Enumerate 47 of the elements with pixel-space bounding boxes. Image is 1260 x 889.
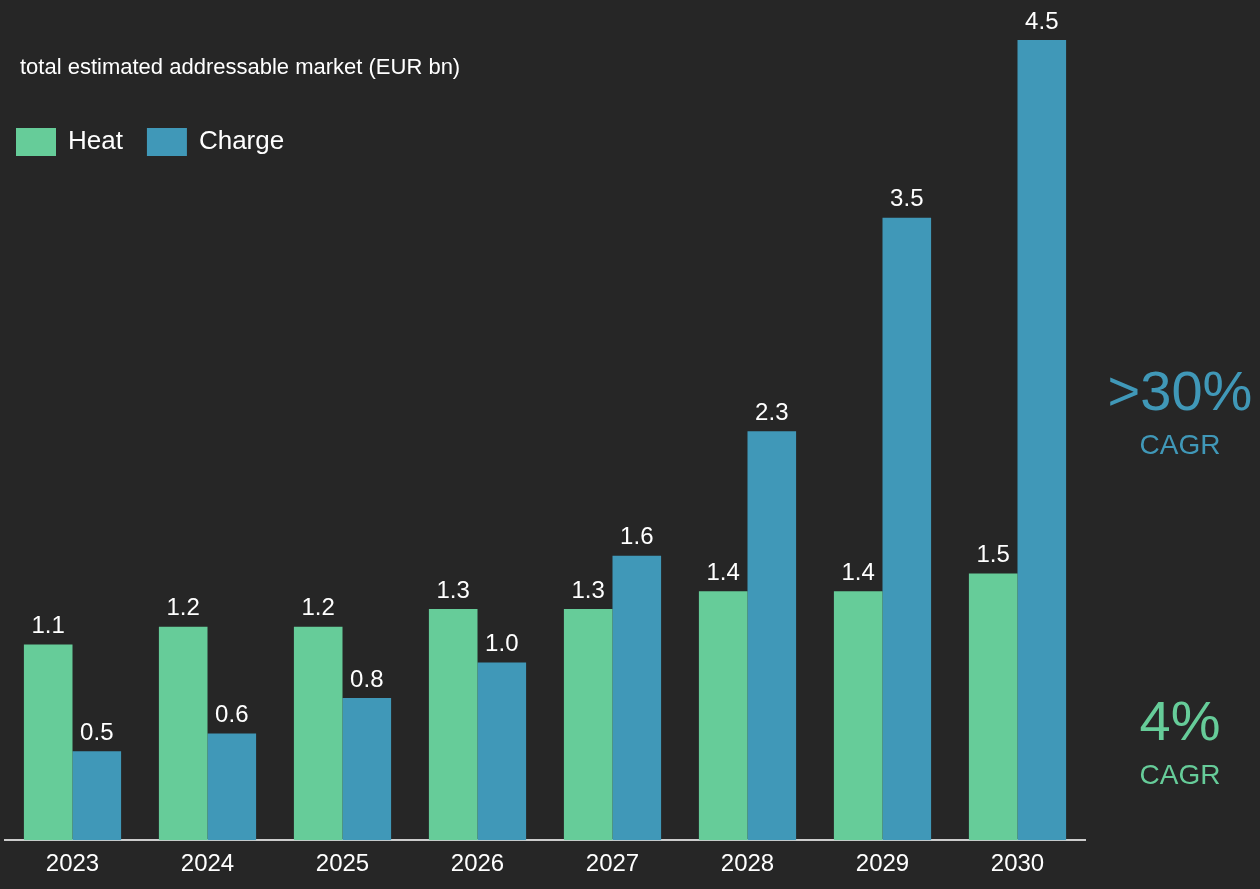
- bar: [1017, 40, 1067, 841]
- text: total estimated addressable market (EUR bn): [20, 54, 461, 79]
- data-label: 1.4: [706, 557, 740, 585]
- x-tick-label: 2029: [855, 849, 910, 877]
- x-tick-label: 2030: [990, 849, 1045, 877]
- bar: [563, 609, 613, 841]
- bar: [293, 626, 343, 841]
- x-tick-label: 2026: [450, 849, 505, 877]
- data-label: 1.2: [301, 593, 335, 621]
- bar: [698, 591, 748, 841]
- bar: [342, 697, 392, 841]
- x-tick-label: 2023: [45, 849, 100, 877]
- text: CAGR: [1139, 759, 1221, 790]
- bar: [23, 644, 73, 841]
- data-label: 0.6: [215, 700, 249, 728]
- x-tick-label: 2024: [180, 849, 235, 877]
- bar: [72, 751, 122, 841]
- bar: [882, 217, 932, 841]
- bar: [207, 733, 257, 841]
- legend-label: Charge: [198, 125, 285, 156]
- data-label: 1.3: [571, 575, 605, 603]
- bar: [477, 662, 527, 841]
- data-label: 4.5: [1025, 6, 1059, 34]
- data-label: 1.6: [620, 522, 654, 550]
- bar: [968, 573, 1018, 841]
- text: 4%: [1139, 689, 1221, 752]
- legend-label: Heat: [68, 125, 124, 156]
- data-label: 0.8: [350, 664, 384, 692]
- data-label: 0.5: [80, 717, 114, 745]
- data-label: 1.0: [485, 629, 519, 656]
- data-label: 1.4: [841, 557, 875, 585]
- data-label: 1.2: [166, 593, 200, 621]
- text: >30%: [1107, 359, 1253, 422]
- data-label: 1.5: [976, 540, 1010, 568]
- data-label: 3.5: [890, 184, 924, 212]
- data-label: 2.3: [755, 397, 789, 425]
- bar: [428, 609, 478, 841]
- bar: [612, 555, 662, 841]
- data-label: 1.3: [436, 575, 470, 603]
- x-tick-label: 2025: [315, 849, 370, 877]
- bar: [158, 626, 208, 841]
- bar: [747, 431, 797, 841]
- bar: [833, 591, 883, 841]
- data-label: 1.1: [31, 611, 65, 639]
- text: CAGR: [1139, 429, 1221, 460]
- x-tick-label: 2027: [585, 849, 640, 877]
- x-tick-label: 2028: [720, 849, 775, 877]
